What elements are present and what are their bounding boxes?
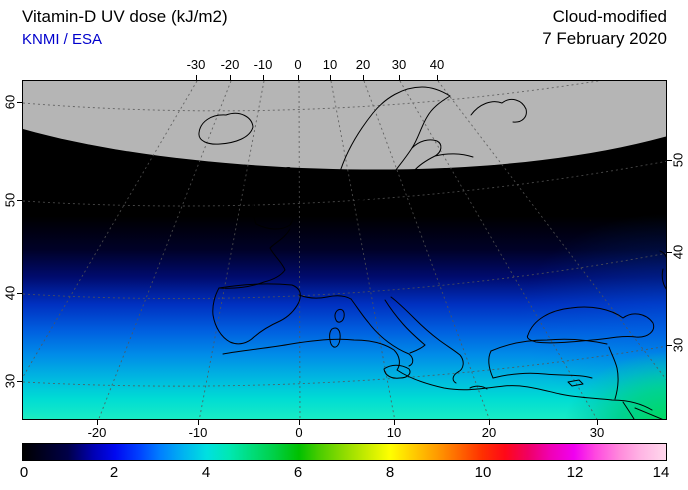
- tick-mark: [489, 420, 490, 425]
- colorbar-tick-label: 12: [566, 464, 584, 481]
- bottom-axis-tick-label: 10: [386, 425, 402, 440]
- colorbar-tick-label: 14: [652, 464, 670, 481]
- page-title: Vitamin-D UV dose (kJ/m2): [22, 7, 228, 26]
- tick-mark: [17, 381, 22, 382]
- tick-mark: [17, 293, 22, 294]
- tick-mark: [17, 200, 22, 201]
- tick-mark: [299, 420, 300, 425]
- bottom-axis-tick-label: -10: [188, 425, 208, 440]
- mode-label: Cloud-modified: [552, 7, 667, 26]
- tick-mark: [330, 75, 331, 80]
- top-axis-tick-label: 40: [429, 57, 445, 72]
- tick-mark: [363, 75, 364, 80]
- colorbar-tick-label: 6: [293, 464, 303, 481]
- left-axis-tick-label: 50: [2, 192, 18, 208]
- tick-mark: [667, 160, 672, 161]
- colorbar-tick-label: 8: [385, 464, 395, 481]
- date-label: 7 February 2020: [542, 29, 667, 48]
- tick-mark: [667, 345, 672, 346]
- bottom-axis-tick-label: 20: [481, 425, 497, 440]
- top-axis-tick-label: 10: [322, 57, 338, 72]
- graticule: [23, 81, 666, 419]
- tick-mark: [263, 75, 264, 80]
- tick-mark: [198, 420, 199, 425]
- right-axis-tick-label: 40: [670, 244, 686, 260]
- top-axis-tick-label: -10: [253, 57, 273, 72]
- colorbar-tick-label: 4: [201, 464, 211, 481]
- tick-mark: [230, 75, 231, 80]
- top-axis-tick-label: -20: [220, 57, 240, 72]
- left-axis-tick-label: 60: [2, 94, 18, 110]
- colorbar-tick-label: 10: [474, 464, 492, 481]
- top-axis-tick-label: 0: [294, 57, 302, 72]
- bottom-axis-tick-label: 0: [295, 425, 303, 440]
- left-axis-tick-label: 30: [2, 373, 18, 389]
- coastlines: [198, 86, 666, 419]
- tick-mark: [597, 420, 598, 425]
- map-overlay: [23, 81, 666, 419]
- top-axis-tick-label: 30: [391, 57, 407, 72]
- top-axis-tick-label: -30: [186, 57, 206, 72]
- right-axis-tick-label: 50: [670, 152, 686, 168]
- tick-mark: [97, 420, 98, 425]
- tick-mark: [196, 75, 197, 80]
- colorbar: [22, 443, 667, 461]
- map-canvas: [22, 80, 667, 420]
- bottom-axis-tick-label: -20: [87, 425, 107, 440]
- colorbar-tick-label: 2: [109, 464, 119, 481]
- tick-mark: [17, 102, 22, 103]
- tick-mark: [399, 75, 400, 80]
- left-axis-tick-label: 40: [2, 285, 18, 301]
- right-axis-tick-label: 30: [670, 337, 686, 353]
- tick-mark: [394, 420, 395, 425]
- bottom-axis-tick-label: 30: [589, 425, 605, 440]
- top-axis-tick-label: 20: [355, 57, 371, 72]
- tick-mark: [667, 252, 672, 253]
- source-credit: KNMI / ESA: [22, 31, 103, 48]
- tick-mark: [437, 75, 438, 80]
- colorbar-tick-label: 0: [19, 464, 29, 481]
- tick-mark: [298, 75, 299, 80]
